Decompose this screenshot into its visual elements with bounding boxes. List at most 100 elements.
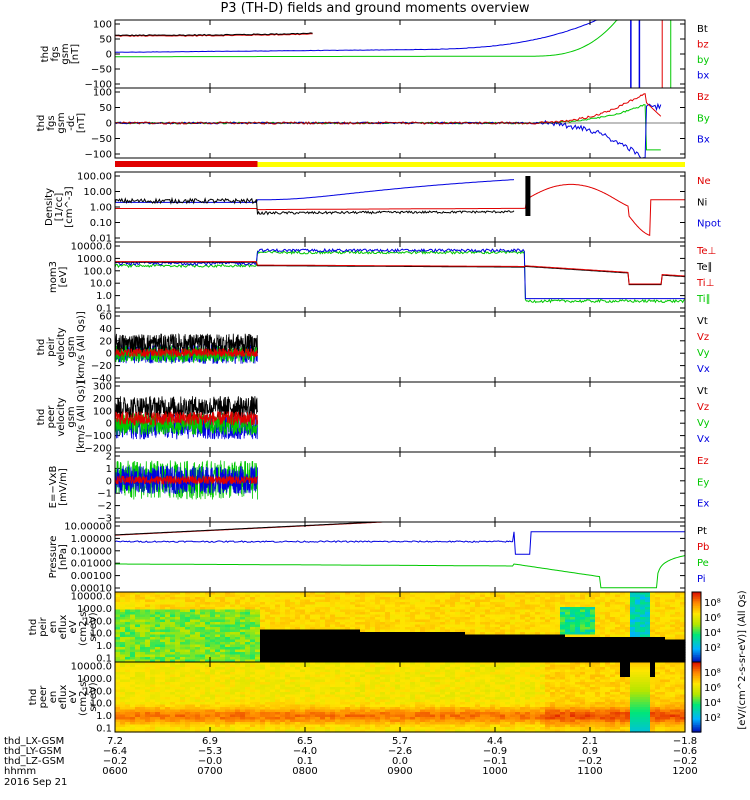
spectrogram-cell bbox=[535, 629, 541, 633]
spectrogram-cell bbox=[290, 707, 296, 711]
spectrogram-cell bbox=[340, 607, 346, 611]
spectrogram-cell bbox=[620, 612, 626, 616]
spectrogram-cell bbox=[235, 697, 241, 701]
spectrogram-cell bbox=[375, 702, 381, 706]
spectrogram-cell bbox=[225, 657, 231, 661]
spectrogram-cell bbox=[275, 602, 281, 606]
spectrogram-cell bbox=[360, 687, 366, 691]
spectrogram-cell bbox=[130, 649, 136, 653]
spectrogram-cell bbox=[520, 657, 526, 661]
spectrogram-cell bbox=[370, 657, 376, 661]
spectrogram-cell bbox=[565, 652, 571, 656]
spectrogram-cell bbox=[320, 679, 326, 683]
spectrogram-cell bbox=[395, 592, 401, 596]
spectrogram-cell bbox=[625, 592, 631, 596]
spectrogram-cell bbox=[225, 702, 231, 706]
spectrogram-cell bbox=[650, 602, 656, 606]
spectrogram-cell bbox=[415, 637, 421, 641]
spectrogram-cell bbox=[125, 729, 131, 733]
spectrogram-cell bbox=[470, 609, 476, 613]
spectrogram-cell bbox=[160, 714, 166, 718]
spectrogram-cell bbox=[265, 719, 271, 723]
spectrogram-cell bbox=[465, 594, 471, 598]
spectrogram-cell bbox=[530, 602, 536, 606]
spectrogram-cell bbox=[360, 659, 366, 663]
spectrogram-cell bbox=[315, 614, 321, 618]
spectrogram-cell bbox=[310, 659, 316, 663]
spectrogram-cell bbox=[115, 614, 121, 618]
spectrogram-cell bbox=[290, 654, 296, 658]
spectrogram-cell bbox=[155, 649, 161, 653]
spectrogram-cell bbox=[205, 694, 211, 698]
spectrogram-cell bbox=[415, 592, 421, 596]
spectrogram-cell bbox=[325, 722, 331, 726]
spectrogram-cell bbox=[205, 604, 211, 608]
spectrogram-cell bbox=[480, 652, 486, 656]
spectrogram-cell bbox=[200, 597, 206, 601]
spectrogram-cell bbox=[175, 712, 181, 716]
series-bz bbox=[115, 33, 313, 37]
spectrogram-cell bbox=[640, 627, 646, 631]
spectrogram-cell bbox=[385, 612, 391, 616]
spectrogram-cell bbox=[350, 619, 356, 623]
spectrogram-cell bbox=[220, 629, 226, 633]
spectrogram-cell bbox=[625, 632, 631, 636]
spectrogram-cell bbox=[325, 642, 331, 646]
spectrogram-cell bbox=[435, 649, 441, 653]
spectrogram-cell bbox=[380, 672, 386, 676]
spectrogram-cell bbox=[555, 624, 561, 628]
spectrogram-cell bbox=[495, 647, 501, 651]
spectrogram-cell bbox=[275, 692, 281, 696]
spectrogram-cell bbox=[250, 684, 256, 688]
spectrogram-cell bbox=[605, 644, 611, 648]
spectrogram-cell bbox=[365, 677, 371, 681]
spectrogram-cell bbox=[285, 672, 291, 676]
spectrogram-cell bbox=[120, 637, 126, 641]
spectrogram-cell bbox=[200, 629, 206, 633]
spectrogram-cell bbox=[325, 624, 331, 628]
spectrogram-cell bbox=[300, 662, 306, 666]
spectrogram-cell bbox=[380, 662, 386, 666]
spectrogram-cell bbox=[230, 602, 236, 606]
spectrogram-cell bbox=[245, 717, 251, 721]
spectrogram-cell bbox=[120, 649, 126, 653]
spectrogram-cell bbox=[415, 602, 421, 606]
spectrogram-cell bbox=[385, 654, 391, 658]
spectrogram-cell bbox=[260, 689, 266, 693]
spectrogram-cell bbox=[575, 659, 581, 663]
spectrogram-cell bbox=[145, 697, 151, 701]
spectrogram-cell bbox=[455, 619, 461, 623]
series-bx bbox=[114, 19, 627, 53]
spectrogram-cell bbox=[590, 592, 596, 596]
spectrogram-cell bbox=[180, 687, 186, 691]
spectrogram-cell bbox=[670, 617, 676, 621]
spectrogram-cell bbox=[185, 647, 191, 651]
spectrogram-cell bbox=[400, 599, 406, 603]
spectrogram-cell bbox=[390, 632, 396, 636]
spectrogram-cell bbox=[355, 629, 361, 633]
spectrogram-cell bbox=[285, 647, 291, 651]
spectrogram-cell bbox=[635, 637, 641, 641]
spectrogram-cell bbox=[330, 614, 336, 618]
spectrogram-cell bbox=[350, 712, 356, 716]
spectrogram-cell bbox=[395, 612, 401, 616]
spectrogram-cell bbox=[595, 649, 601, 653]
spectrogram-cell bbox=[145, 624, 151, 628]
spectrogram-cell bbox=[175, 724, 181, 728]
spectrogram-cell bbox=[400, 639, 406, 643]
spectrogram-cell bbox=[485, 657, 491, 661]
spectrogram-cell bbox=[595, 594, 601, 598]
spectrogram-cell bbox=[320, 624, 326, 628]
spectrogram-cell bbox=[350, 649, 356, 653]
spectrogram-cell bbox=[285, 642, 291, 646]
spectrogram-cell bbox=[340, 704, 346, 708]
spectrogram-cell bbox=[640, 639, 646, 643]
spectrogram-cell bbox=[125, 684, 131, 688]
spectrogram-cell bbox=[230, 712, 236, 716]
spectrogram-cell bbox=[625, 609, 631, 613]
spectrogram-cell bbox=[195, 692, 201, 696]
spectrogram-cell bbox=[625, 617, 631, 621]
spectrogram-cell bbox=[190, 717, 196, 721]
spectrogram-cell bbox=[195, 614, 201, 618]
spectrogram-cell bbox=[240, 649, 246, 653]
